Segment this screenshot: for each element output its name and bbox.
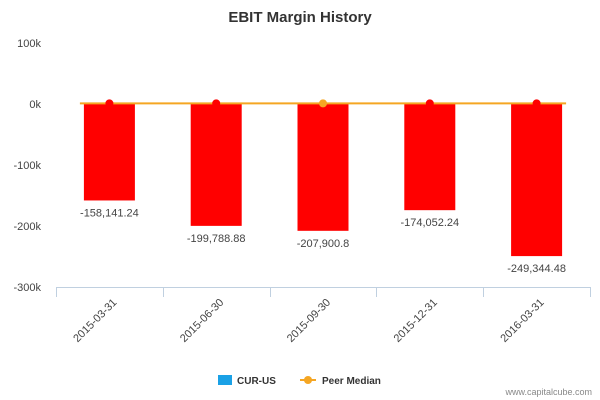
- peer-median-marker[interactable]: [212, 99, 221, 108]
- x-tick-label: 2016-03-31: [498, 297, 546, 345]
- legend-marker-peer-median: [304, 376, 312, 384]
- x-axis: 2015-03-31 2015-06-30 2015-09-30 2015-12-31…: [56, 287, 591, 345]
- y-axis: 100k 0k -100k -200k -300k: [13, 38, 41, 294]
- bar-2015-06-30[interactable]: [190, 104, 242, 226]
- legend-item-cur-us[interactable]: CUR-US: [218, 375, 276, 387]
- x-tick-label: 2015-09-30: [285, 297, 333, 345]
- peer-median-marker[interactable]: [105, 99, 114, 108]
- bar-2016-03-31[interactable]: [511, 104, 563, 257]
- data-label: -207,900.8: [297, 238, 350, 250]
- legend-label-peer-median: Peer Median: [322, 376, 381, 387]
- bar-2015-12-31[interactable]: [404, 104, 456, 211]
- data-label: -174,052.24: [400, 217, 459, 229]
- data-label: -249,344.48: [507, 263, 566, 275]
- peer-median-marker[interactable]: [425, 99, 434, 108]
- legend-item-peer-median[interactable]: Peer Median: [300, 376, 381, 387]
- legend: CUR-US Peer Median: [218, 375, 381, 387]
- peer-median-marker[interactable]: [319, 99, 327, 108]
- data-label: -158,141.24: [80, 207, 139, 219]
- y-tick-label: -200k: [13, 221, 41, 233]
- x-tick-label: 2015-03-31: [71, 297, 119, 345]
- x-tick-label: 2015-06-30: [178, 297, 226, 345]
- line-series-peer-median: [79, 99, 567, 108]
- credit-text[interactable]: www.capitalcube.com: [504, 387, 592, 397]
- data-label: -199,788.88: [187, 233, 246, 245]
- legend-swatch-cur-us: [218, 375, 232, 385]
- x-tick-label: 2015-12-31: [392, 297, 440, 345]
- peer-median-marker[interactable]: [532, 99, 541, 108]
- chart-title: EBIT Margin History: [228, 9, 372, 26]
- y-tick-label: 0k: [29, 99, 41, 111]
- y-tick-label: -300k: [13, 282, 41, 294]
- data-labels: -158,141.24 -199,788.88 -207,900.8 -174,052…: [80, 207, 566, 275]
- legend-label-cur-us: CUR-US: [237, 376, 276, 387]
- bar-series-cur-us: [83, 104, 563, 257]
- bar-2015-03-31[interactable]: [83, 104, 135, 201]
- y-tick-label: 100k: [17, 38, 41, 50]
- bar-2015-09-30[interactable]: [297, 104, 349, 231]
- y-tick-label: -100k: [13, 160, 41, 172]
